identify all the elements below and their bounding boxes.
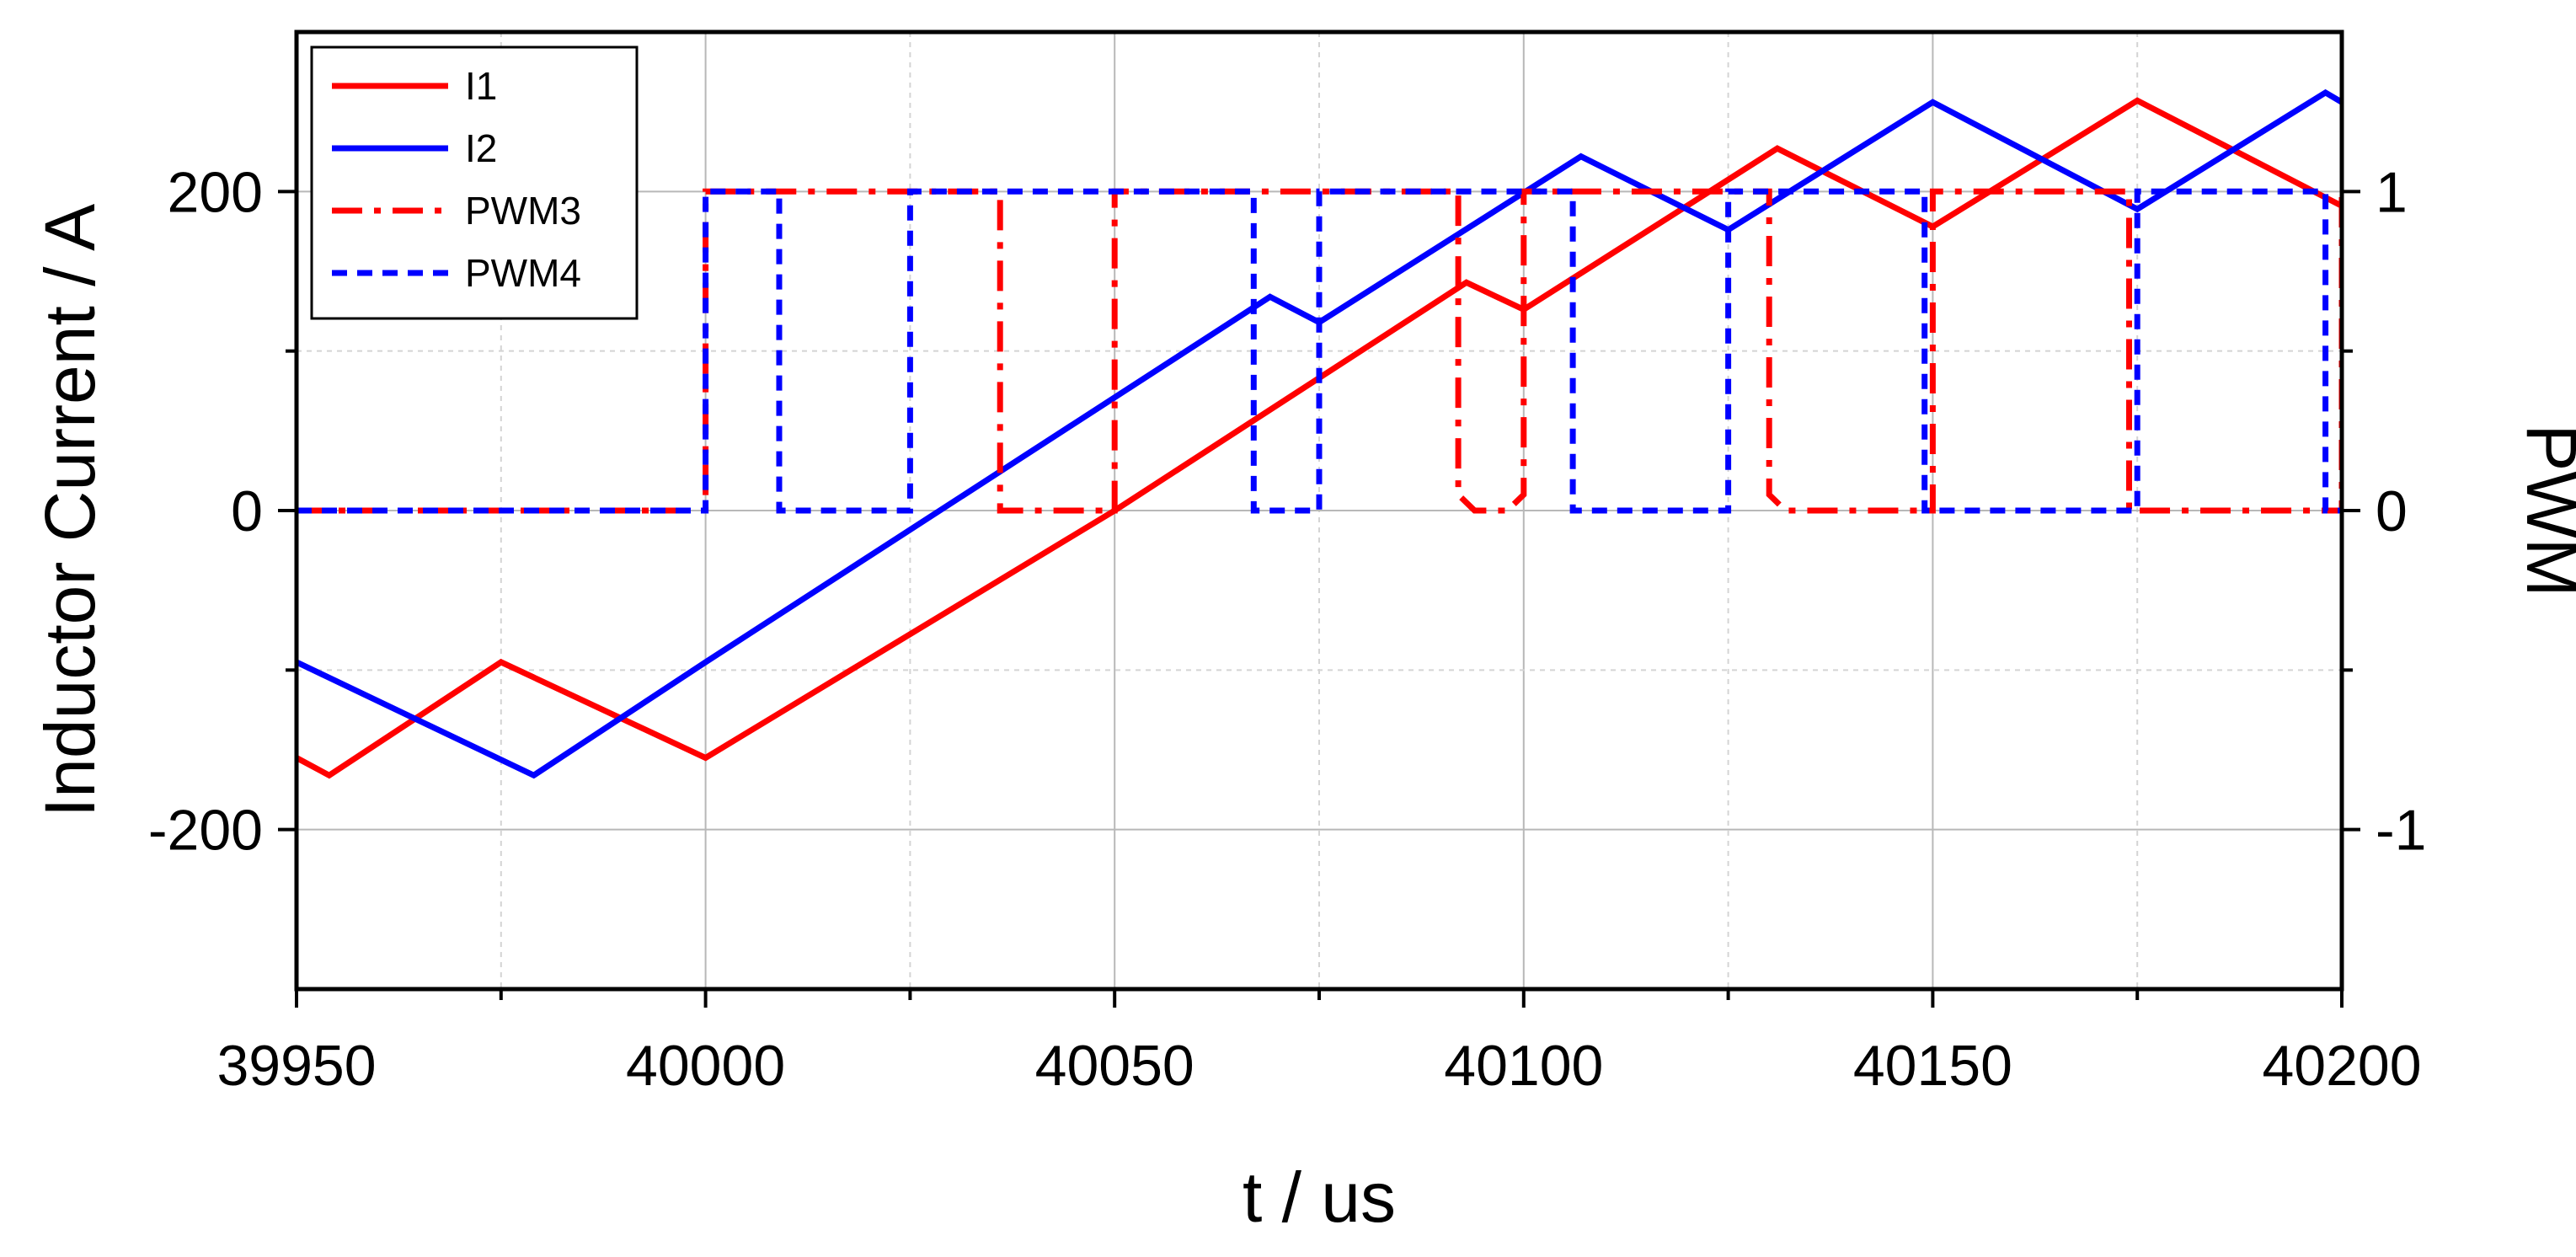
legend-label-i2: I2: [465, 126, 497, 170]
series-line-i2: [297, 88, 2342, 779]
legend-label-pwm3: PWM3: [465, 189, 581, 233]
series-layer: [297, 88, 2342, 779]
series-line-pwm4: [297, 188, 2342, 514]
y-tick-label: -200: [148, 799, 263, 863]
legend-label-i1: I1: [465, 64, 497, 108]
x-axis-title: t / us: [1243, 1158, 1396, 1237]
y-tick-label: 200: [168, 160, 263, 224]
y2-tick-label: 1: [2376, 160, 2408, 224]
legend: I1 I2 PWM3 PWM4: [310, 45, 639, 320]
y-axis-title: Inductor Current / A: [30, 204, 110, 817]
x-tick-label: 39950: [216, 1034, 376, 1098]
x-tick-label: 40100: [1444, 1034, 1603, 1098]
legend-label-pwm4: PWM4: [465, 251, 581, 295]
y2-axis-title: PWM: [2512, 424, 2576, 596]
x-tick-label: 40150: [1853, 1034, 2012, 1098]
x-tick-label: 40000: [626, 1034, 785, 1098]
y2-tick-label: 0: [2376, 479, 2408, 543]
series-line-pwm3: [297, 188, 2342, 514]
axis-ticks: [278, 190, 2360, 1008]
axis-tick-labels: 39950 40000 40050 40100 40150 40200 -200 0 200 -1…: [148, 160, 2427, 1098]
x-tick-label: 40200: [2262, 1034, 2421, 1098]
series-line-i1: [297, 97, 2342, 779]
y2-tick-label: -1: [2376, 799, 2426, 863]
x-tick-label: 40050: [1035, 1034, 1194, 1098]
y-tick-label: 0: [231, 479, 263, 543]
